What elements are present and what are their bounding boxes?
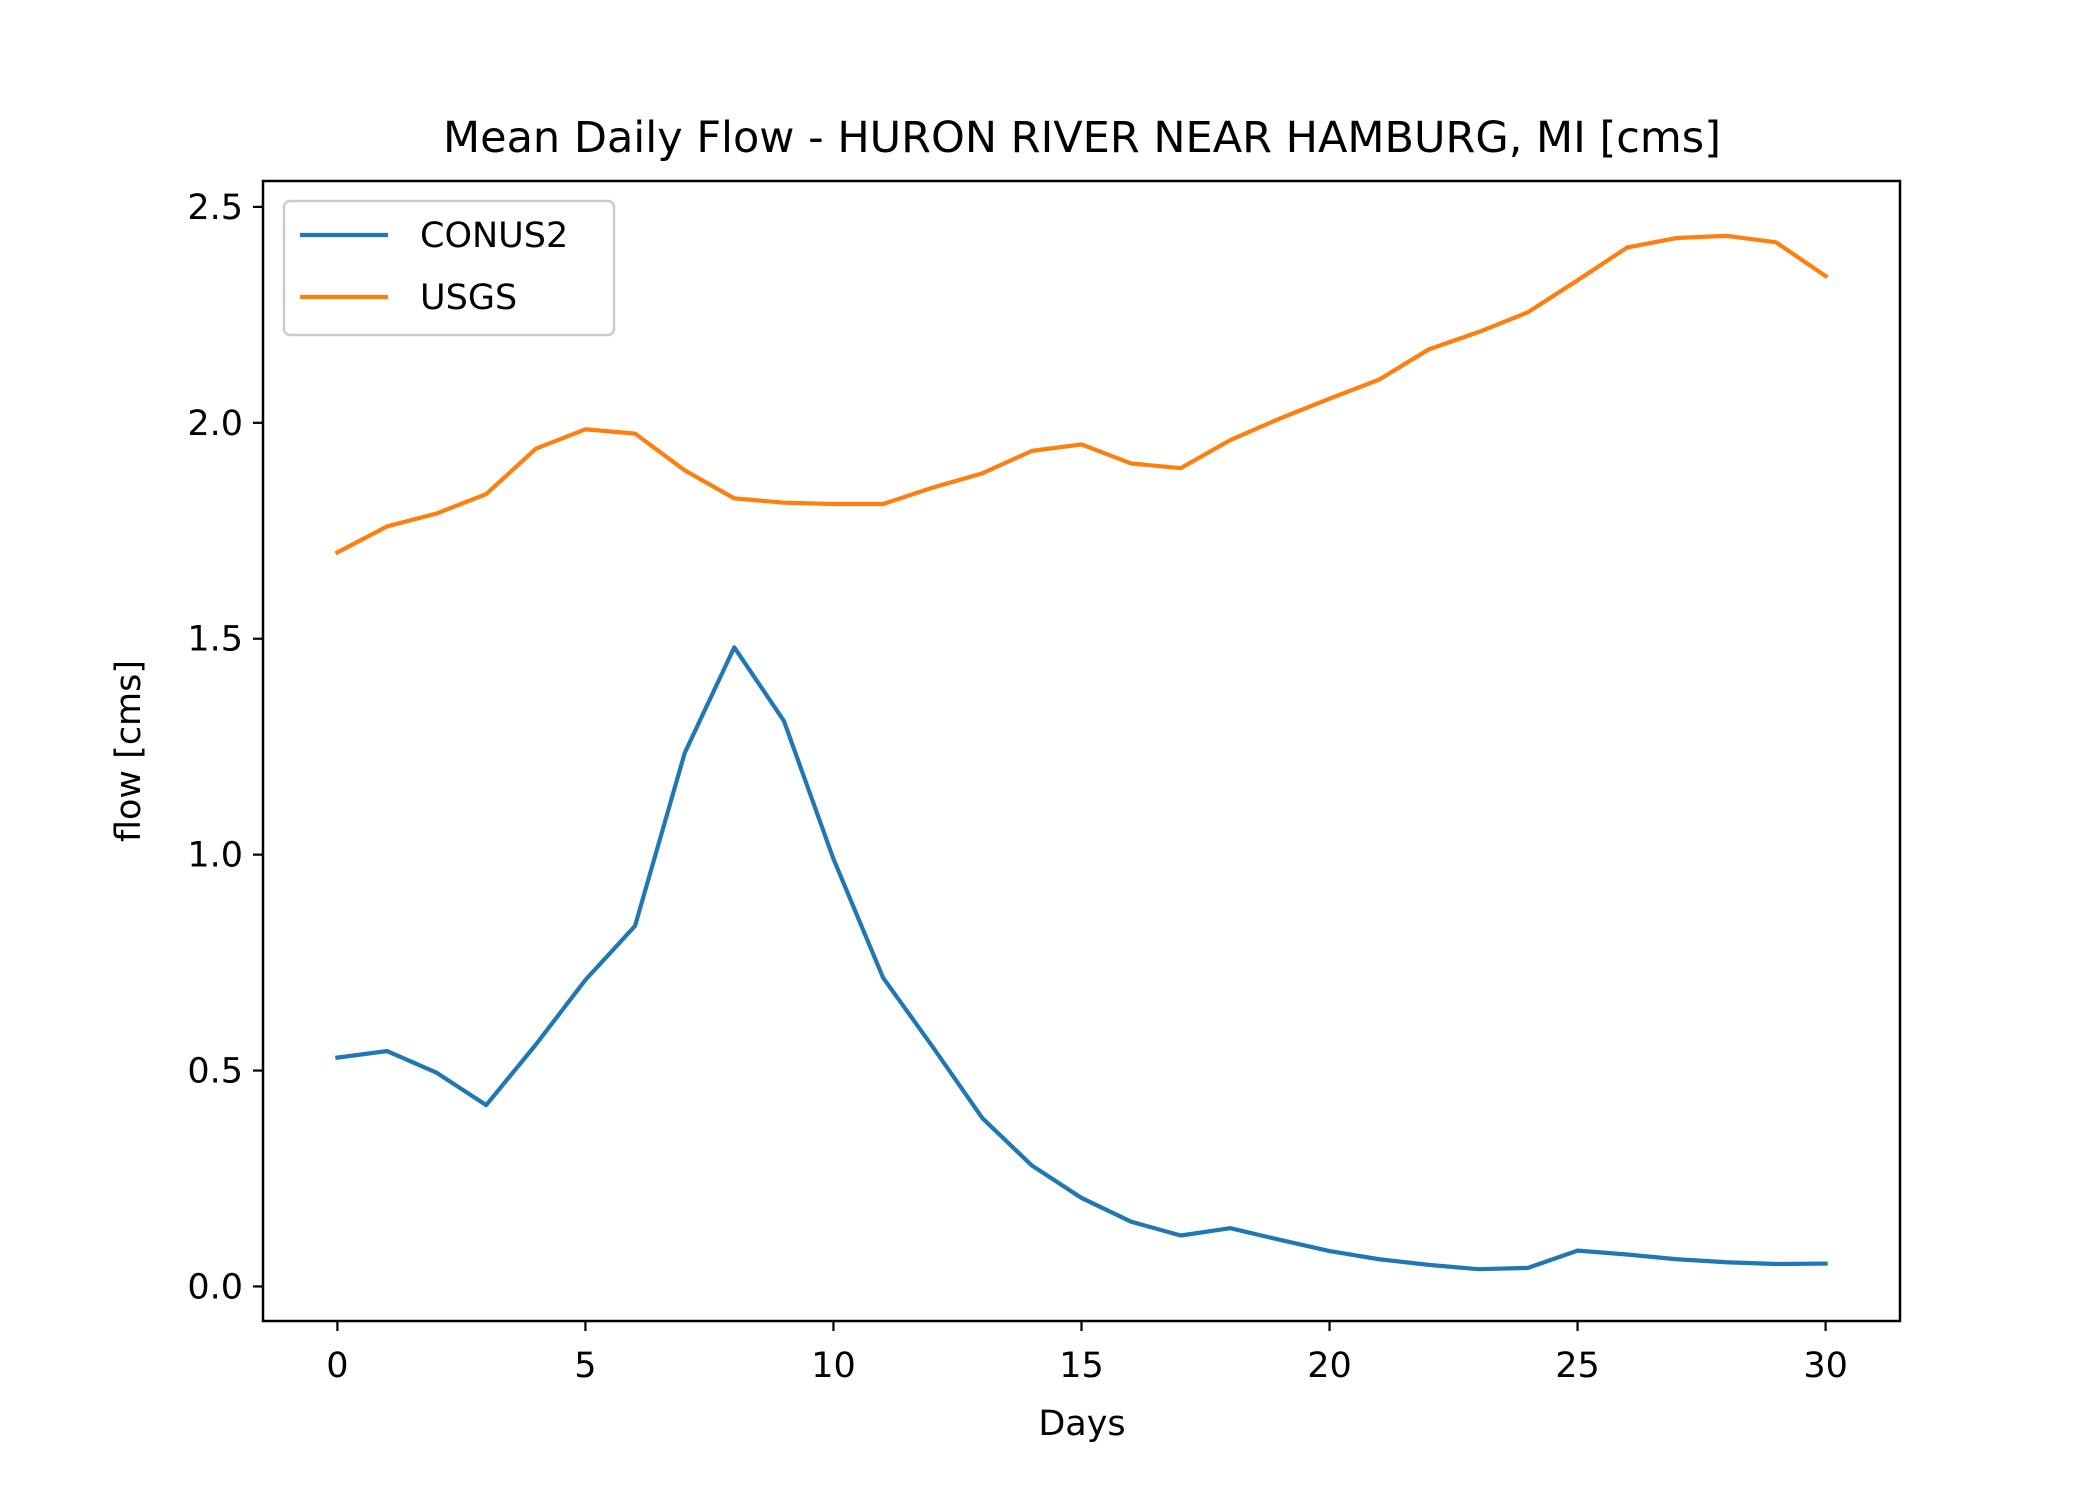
y-axis-ticks: 0.0 0.5 1.0 1.5 2.0 2.5 [187, 188, 263, 1307]
series-line-usgs [334, 233, 1829, 556]
y-axis-label: flow [cms] [109, 660, 149, 842]
y-tick-label: 0.5 [187, 1052, 243, 1092]
legend-label-conus2: CONUS2 [420, 216, 568, 256]
x-axis-label: Days [1038, 1404, 1125, 1444]
x-tick-label: 20 [1307, 1346, 1352, 1386]
y-tick-label: 1.0 [187, 836, 243, 876]
series-layer [334, 233, 1829, 1272]
chart-title: Mean Daily Flow - HURON RIVER NEAR HAMBU… [443, 113, 1721, 163]
x-tick-label: 15 [1059, 1346, 1104, 1386]
y-tick-label: 1.5 [187, 620, 243, 660]
x-tick-label: 10 [811, 1346, 856, 1386]
x-tick-label: 30 [1803, 1346, 1848, 1386]
legend: CONUS2 USGS [282, 199, 616, 337]
legend-label-usgs: USGS [420, 278, 517, 318]
y-tick-label: 2.5 [187, 188, 243, 228]
y-tick-label: 2.0 [187, 404, 243, 444]
x-tick-label: 5 [574, 1346, 596, 1386]
x-tick-label: 0 [326, 1346, 348, 1386]
x-axis-ticks: 0 5 10 15 20 25 30 [326, 1321, 1848, 1386]
x-tick-label: 25 [1555, 1346, 1600, 1386]
y-tick-label: 0.0 [187, 1267, 243, 1307]
series-line-conus2 [335, 645, 1828, 1272]
